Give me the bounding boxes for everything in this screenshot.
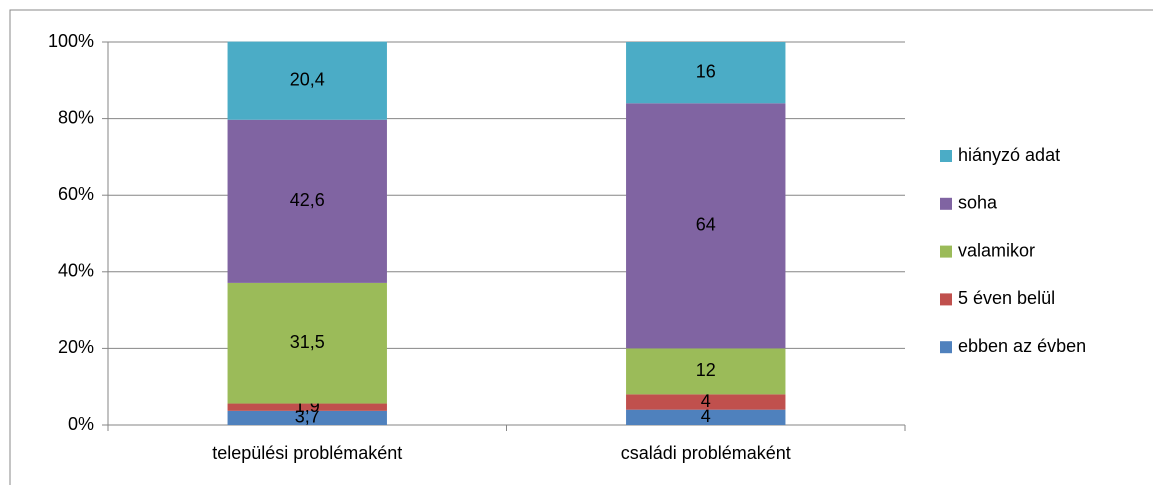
value-label: 4 bbox=[701, 406, 711, 426]
bar-segment bbox=[626, 103, 786, 349]
legend-swatch bbox=[940, 341, 952, 354]
value-label: 42,6 bbox=[290, 190, 325, 210]
bar-segment bbox=[626, 409, 786, 425]
y-tick-label: 100% bbox=[48, 31, 94, 51]
value-label: 3,7 bbox=[295, 407, 320, 427]
bar-segment bbox=[626, 348, 786, 395]
y-tick-label: 60% bbox=[58, 184, 94, 204]
chart-frame bbox=[9, 9, 1153, 485]
y-tick-label: 0% bbox=[68, 414, 94, 434]
bar-segment bbox=[227, 282, 387, 404]
value-label: 31,5 bbox=[290, 332, 325, 352]
value-label: 64 bbox=[696, 215, 716, 235]
legend-swatch bbox=[940, 197, 952, 210]
value-label: 4 bbox=[701, 391, 711, 411]
value-label: 16 bbox=[696, 61, 716, 81]
x-tick-label: települési problémaként bbox=[212, 443, 402, 463]
y-tick-label: 20% bbox=[58, 337, 94, 357]
legend-label: 5 éven belül bbox=[958, 288, 1055, 308]
legend-swatch bbox=[940, 150, 952, 162]
legend-label: hiányzó adat bbox=[958, 145, 1060, 165]
bar-segment bbox=[227, 41, 387, 120]
bar-segment bbox=[227, 403, 387, 411]
value-label: 12 bbox=[696, 360, 716, 380]
bar-segment bbox=[227, 410, 387, 425]
legend-label: ebben az évben bbox=[958, 336, 1086, 356]
value-label: 20,4 bbox=[290, 69, 325, 89]
legend-swatch bbox=[940, 293, 952, 306]
bar-segment bbox=[227, 119, 387, 283]
legend-label: valamikor bbox=[958, 240, 1035, 260]
bar-segment bbox=[626, 42, 786, 104]
legend-swatch bbox=[940, 245, 952, 258]
legend-label: soha bbox=[958, 193, 998, 213]
y-tick-label: 40% bbox=[58, 261, 94, 281]
y-tick-label: 80% bbox=[58, 107, 94, 127]
bar-segment bbox=[626, 394, 786, 410]
x-tick-label: családi problémaként bbox=[621, 443, 791, 463]
